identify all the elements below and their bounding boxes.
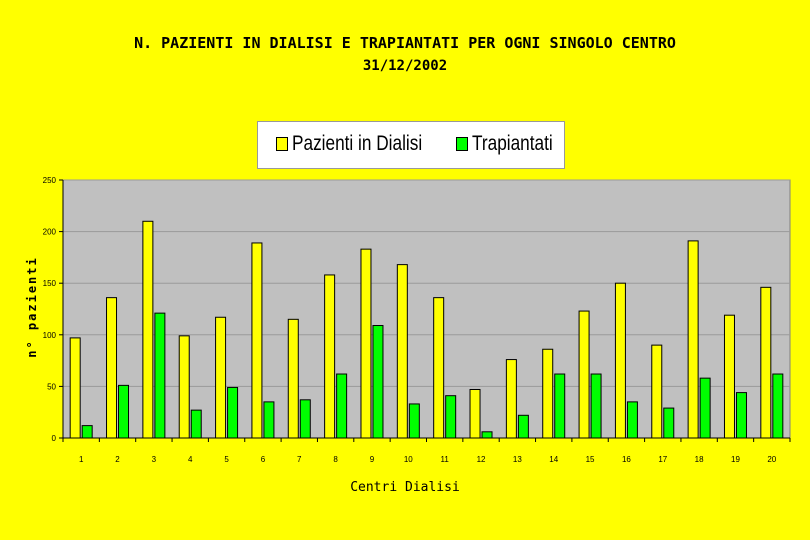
x-tick-label: 9 — [370, 455, 375, 464]
bar-dialisi — [106, 297, 118, 439]
bar-dialisi — [396, 264, 408, 439]
bar-trapiantati — [299, 399, 311, 439]
bar-trapiantati — [590, 373, 602, 439]
bar-trapiantati — [481, 431, 493, 439]
bar-trapiantati — [118, 384, 130, 439]
plot-area — [62, 179, 791, 439]
y-tick-label: 150 — [43, 279, 57, 288]
x-tick-label: 19 — [731, 455, 740, 464]
x-tick-label: 18 — [695, 455, 704, 464]
x-tick-label: 3 — [152, 455, 157, 464]
bar-trapiantati — [372, 325, 384, 439]
y-tick-label: 250 — [43, 176, 57, 185]
x-tick-label: 5 — [224, 455, 229, 464]
x-tick-label: 2 — [115, 455, 120, 464]
bar-dialisi — [433, 297, 445, 439]
y-tick-label: 0 — [52, 434, 57, 443]
bar-dialisi — [578, 310, 590, 439]
x-tick-label: 7 — [297, 455, 302, 464]
x-tick-label: 4 — [188, 455, 193, 464]
bar-trapiantati — [626, 401, 638, 439]
bar-dialisi — [251, 242, 263, 439]
bar-trapiantati — [699, 377, 711, 439]
bar-trapiantati — [263, 401, 275, 439]
bar-trapiantati — [663, 407, 675, 439]
bar-dialisi — [760, 286, 772, 439]
bar-dialisi — [69, 337, 81, 439]
bar-dialisi — [178, 335, 190, 439]
x-tick-label: 20 — [767, 455, 776, 464]
x-tick-label: 8 — [333, 455, 338, 464]
bar-dialisi — [687, 240, 699, 439]
bar-dialisi — [360, 248, 372, 439]
bar-trapiantati — [81, 425, 93, 439]
x-tick-label: 11 — [441, 455, 450, 464]
bar-dialisi — [324, 274, 336, 439]
bar-trapiantati — [408, 403, 420, 439]
bar-dialisi — [287, 318, 299, 439]
bar-dialisi — [505, 359, 517, 439]
x-tick-label: 10 — [404, 455, 413, 464]
bar-trapiantati — [554, 373, 566, 439]
bar-dialisi — [469, 388, 481, 439]
bar-trapiantati — [735, 392, 747, 439]
y-tick-label: 200 — [43, 228, 57, 237]
x-tick-label: 6 — [261, 455, 266, 464]
chart-title: N. PAZIENTI IN DIALISI E TRAPIANTATI PER… — [134, 34, 676, 52]
bar-trapiantati — [190, 409, 202, 439]
y-axis-label: n° pazienti — [25, 256, 39, 358]
bar-trapiantati — [154, 312, 166, 439]
bar-dialisi — [723, 314, 735, 439]
bar-trapiantati — [445, 395, 457, 439]
legend-item-trapiantati: Trapiantati — [456, 132, 570, 156]
x-tick-label: 12 — [477, 455, 486, 464]
chart-subtitle: 31/12/2002 — [362, 58, 448, 74]
bar-trapiantati — [772, 373, 784, 439]
x-tick-label: 17 — [658, 455, 667, 464]
bar-dialisi — [651, 344, 663, 439]
bar-dialisi — [215, 316, 227, 439]
legend-item-dialisi: Pazienti in Dialisi — [276, 132, 451, 156]
legend-swatch-dialisi — [276, 137, 288, 151]
x-tick-label: 14 — [549, 455, 558, 464]
legend: Pazienti in Dialisi Trapiantati — [257, 121, 565, 169]
x-tick-label: 13 — [513, 455, 522, 464]
x-axis-label: Centri Dialisi — [350, 480, 460, 495]
legend-swatch-trapiantati — [456, 137, 468, 151]
bar-trapiantati — [227, 386, 239, 439]
bar-dialisi — [542, 348, 554, 439]
y-tick-label: 50 — [47, 382, 56, 391]
bar-dialisi — [614, 282, 626, 439]
bar-trapiantati — [517, 414, 529, 439]
y-tick-label: 100 — [43, 331, 57, 340]
bar-dialisi — [142, 220, 154, 439]
legend-label-dialisi: Pazienti in Dialisi — [292, 132, 423, 155]
x-tick-label: 1 — [79, 455, 84, 464]
legend-label-trapiantati: Trapiantati — [472, 132, 553, 155]
x-tick-label: 16 — [622, 455, 631, 464]
bar-trapiantati — [336, 373, 348, 439]
x-tick-label: 15 — [586, 455, 595, 464]
